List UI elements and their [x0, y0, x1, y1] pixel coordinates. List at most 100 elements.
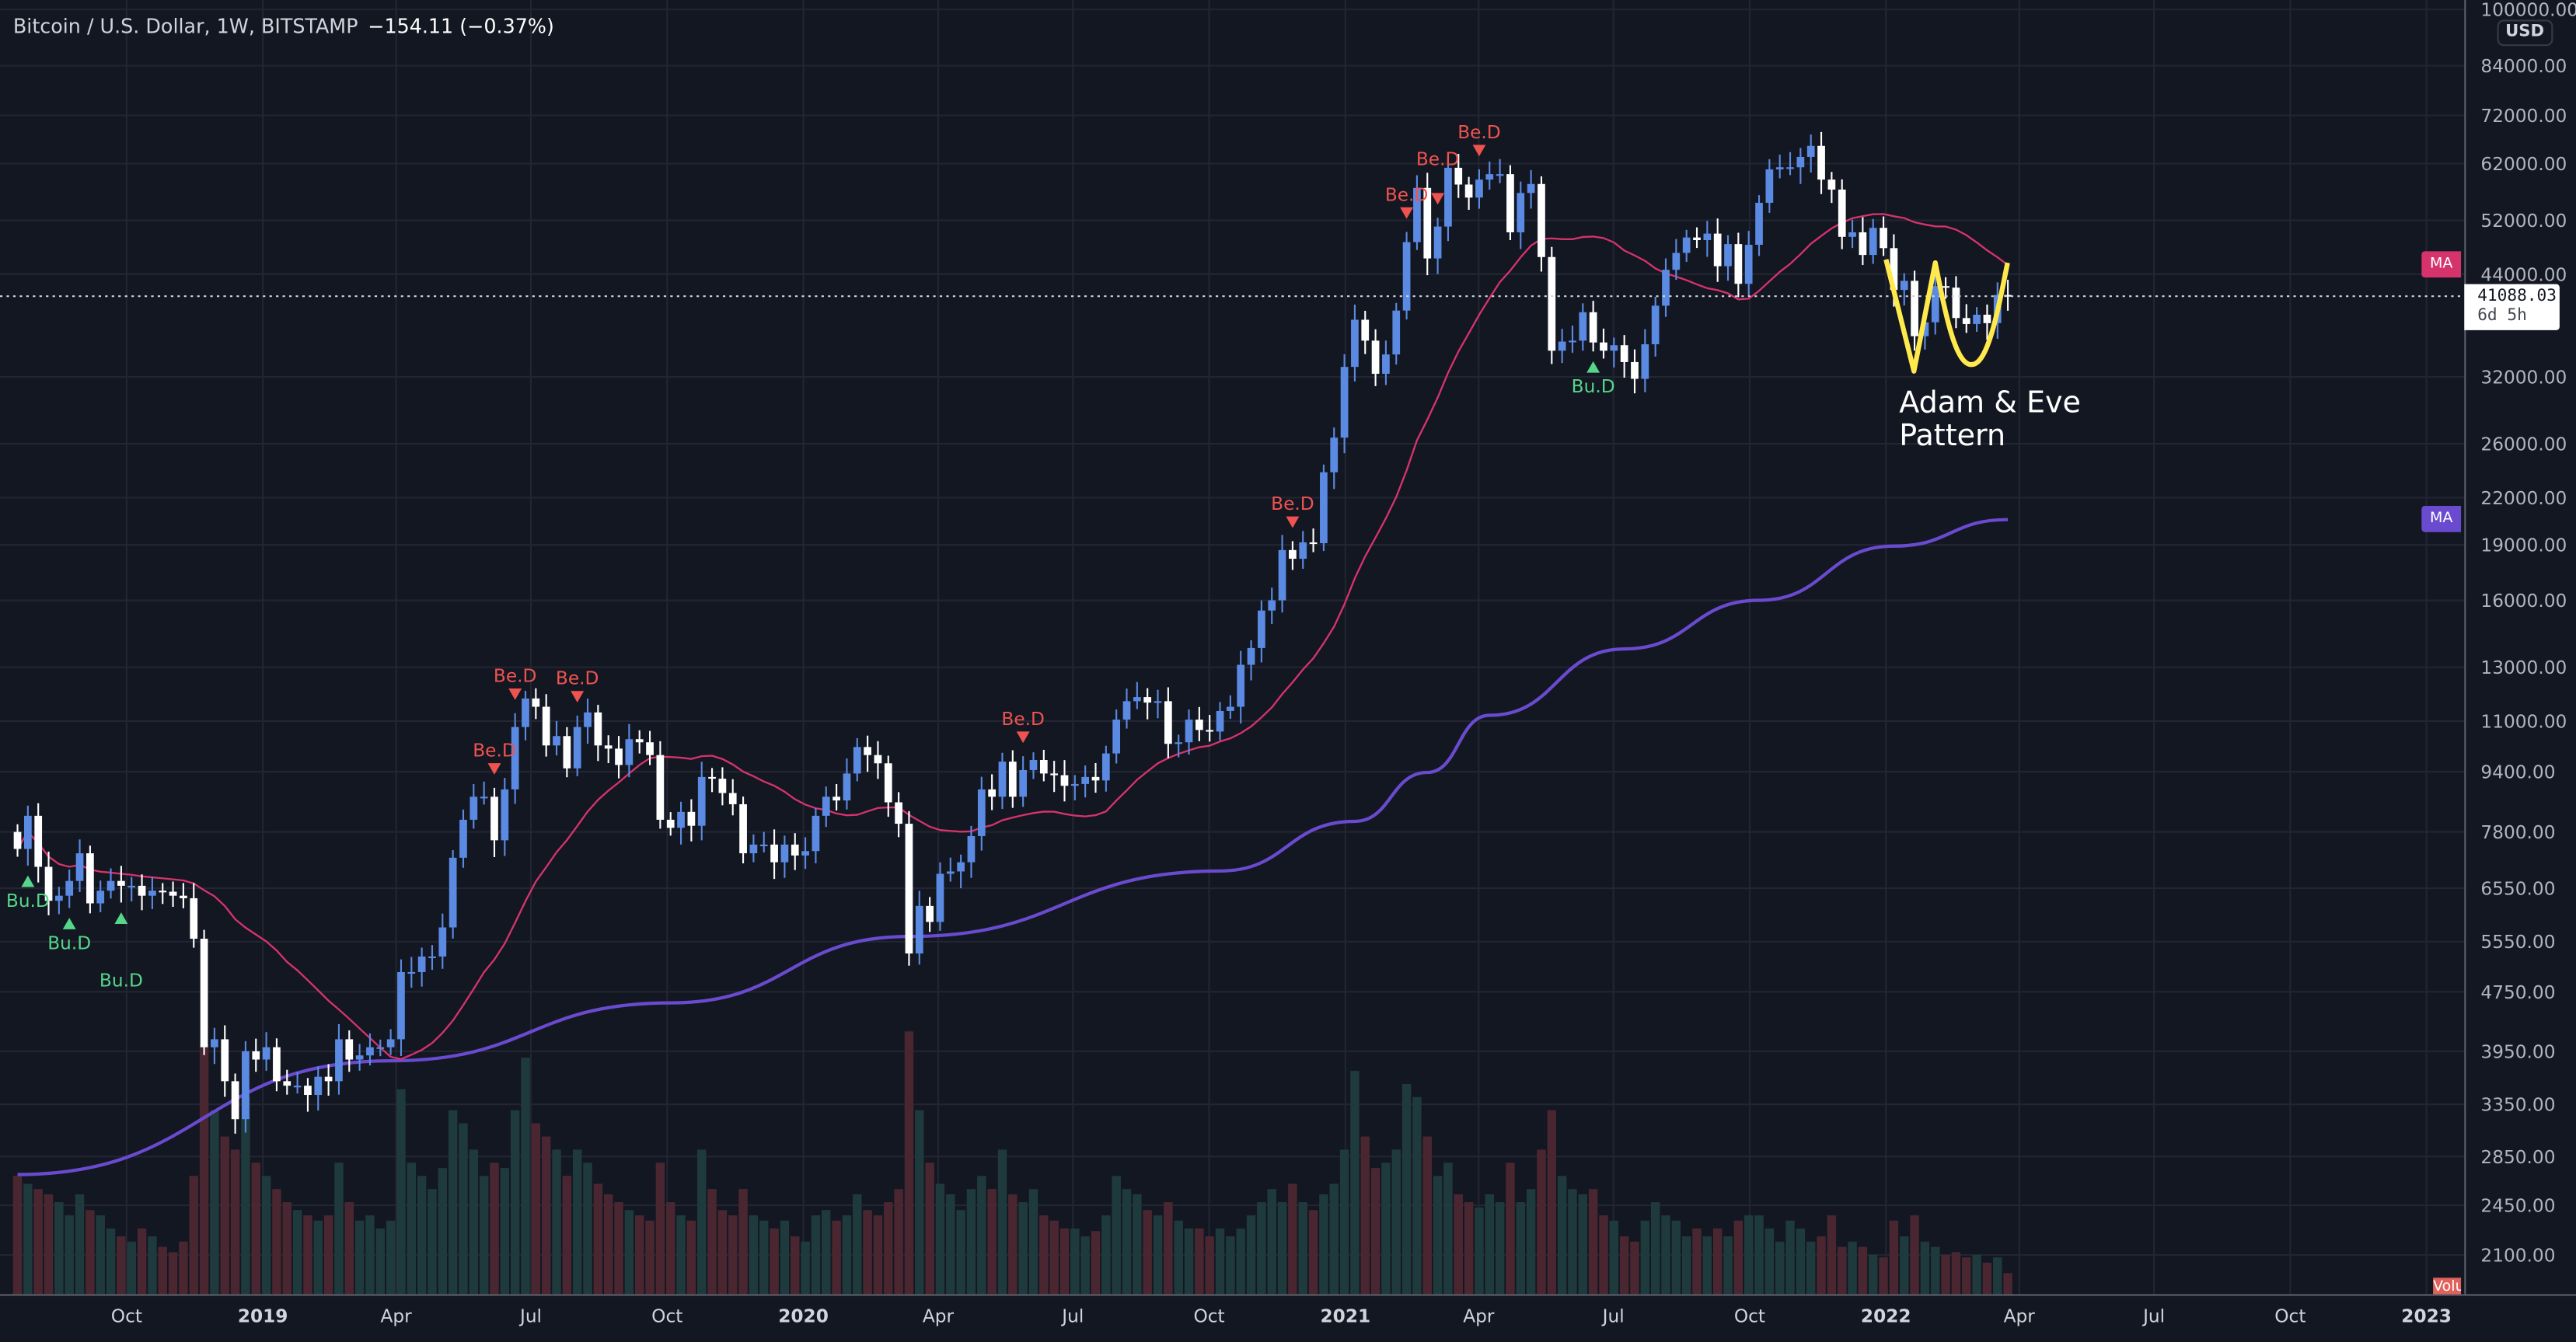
volume-bar — [1650, 1202, 1660, 1295]
candle-body — [480, 796, 488, 799]
volume-bar — [1900, 1236, 1909, 1295]
volume-bar — [241, 1096, 250, 1295]
candle-body — [1838, 189, 1846, 237]
candle-body — [242, 1051, 250, 1120]
volume-bar — [1817, 1236, 1826, 1295]
volume-bar — [1681, 1236, 1691, 1295]
volume-bar — [96, 1215, 105, 1295]
candle-body — [1237, 664, 1245, 707]
candle-body — [469, 796, 478, 820]
candle-body — [1848, 232, 1856, 237]
time-tick-label: Apr — [2004, 1305, 2036, 1326]
bearish-divergence-triangle — [1400, 207, 1414, 219]
currency-badge[interactable]: USD — [2497, 19, 2553, 47]
volume-bar — [127, 1241, 136, 1295]
volume-bar — [572, 1149, 582, 1295]
volume-bar — [179, 1241, 188, 1295]
volume-bar — [1153, 1215, 1163, 1295]
candle-body — [1827, 180, 1836, 190]
volume-bar — [428, 1189, 437, 1295]
candle-body — [915, 905, 923, 954]
volume-bar — [1910, 1215, 1919, 1295]
volume-bar — [728, 1215, 738, 1295]
volume-bar — [697, 1149, 707, 1295]
candle-body — [728, 793, 737, 804]
candle-body — [1278, 549, 1286, 601]
candle-body — [180, 895, 187, 898]
ma-slow-line — [17, 518, 2009, 1176]
volume-bar — [1008, 1194, 1017, 1295]
volume-bar — [966, 1189, 976, 1295]
ma-slow-tag: MA — [2421, 506, 2462, 533]
volume-bar — [1858, 1246, 1868, 1295]
time-tick-label: Apr — [381, 1305, 413, 1326]
candle-body — [1133, 697, 1141, 702]
volume-bar — [1039, 1215, 1049, 1295]
candle-body — [666, 819, 675, 828]
candle-body — [1911, 281, 1918, 336]
volume-bar — [552, 1149, 561, 1295]
candle-body — [1880, 228, 1887, 249]
volume-bar — [1236, 1228, 1245, 1295]
candle-body — [1268, 600, 1276, 611]
candle-body — [1744, 244, 1753, 284]
bullish-divergence-label: Bu.D — [1572, 376, 1615, 397]
candle-body — [449, 857, 457, 928]
volume-bar — [956, 1210, 965, 1295]
volume-bar — [365, 1215, 375, 1295]
bearish-divergence-triangle — [1431, 193, 1445, 205]
volume-bar — [1164, 1202, 1173, 1295]
candle-body — [252, 1051, 260, 1060]
candle-body — [687, 811, 696, 826]
candle-body — [335, 1039, 343, 1082]
volume-bar — [344, 1202, 354, 1295]
price-axis[interactable] — [2464, 0, 2576, 1295]
volume-bar — [1246, 1215, 1256, 1295]
volume-bar — [873, 1215, 883, 1295]
volume-bar — [1609, 1220, 1619, 1295]
volume-bar — [987, 1189, 997, 1295]
volume-bar — [1661, 1215, 1670, 1295]
volume-bar — [863, 1210, 872, 1295]
candle-body — [106, 880, 115, 891]
volume-bar — [199, 1044, 209, 1295]
bearish-divergence-label: Be.D — [556, 668, 599, 689]
candle-body — [1859, 232, 1867, 256]
adam-eve-pattern-drawing[interactable] — [1883, 259, 2010, 374]
volume-bar — [479, 1176, 489, 1295]
grid — [0, 0, 2465, 1295]
volume-bar — [1143, 1210, 1152, 1295]
candle-body — [770, 844, 778, 863]
ma-fast-line — [16, 213, 2009, 1061]
candle-body — [926, 905, 934, 922]
volume-bar — [1568, 1189, 1577, 1295]
candle-body — [96, 891, 105, 904]
candle-body — [511, 727, 519, 790]
symbol-title[interactable]: Bitcoin / U.S. Dollar, 1W, BITSTAMP — [12, 15, 358, 38]
candle-body — [594, 712, 602, 746]
ma-slow-path — [17, 518, 2009, 1176]
candle-body — [1196, 720, 1203, 730]
volume-bar — [469, 1149, 479, 1295]
time-axis[interactable] — [0, 1294, 2576, 1341]
volume-bar — [1133, 1194, 1142, 1295]
candle-body — [1060, 775, 1069, 786]
volume-bar — [1526, 1189, 1536, 1295]
volume-bar — [1754, 1215, 1764, 1295]
price-tick-label: 6550.00 — [2480, 879, 2555, 900]
candle-body — [905, 824, 913, 954]
candle-body — [1475, 180, 1483, 198]
pattern-annotation[interactable]: Adam & Eve Pattern — [1899, 387, 2081, 454]
bullish-divergence-triangle — [114, 912, 128, 924]
volume-bar — [500, 1168, 510, 1295]
last-price-label: 41088.03 6d 5h — [2464, 284, 2560, 330]
volume-bar — [407, 1162, 417, 1295]
volume-bar — [759, 1220, 769, 1295]
volume-bar — [54, 1202, 64, 1295]
volume-bar — [997, 1149, 1007, 1295]
volume-bar — [603, 1194, 613, 1295]
volume-bar — [1028, 1189, 1038, 1295]
candles — [13, 131, 2012, 1134]
